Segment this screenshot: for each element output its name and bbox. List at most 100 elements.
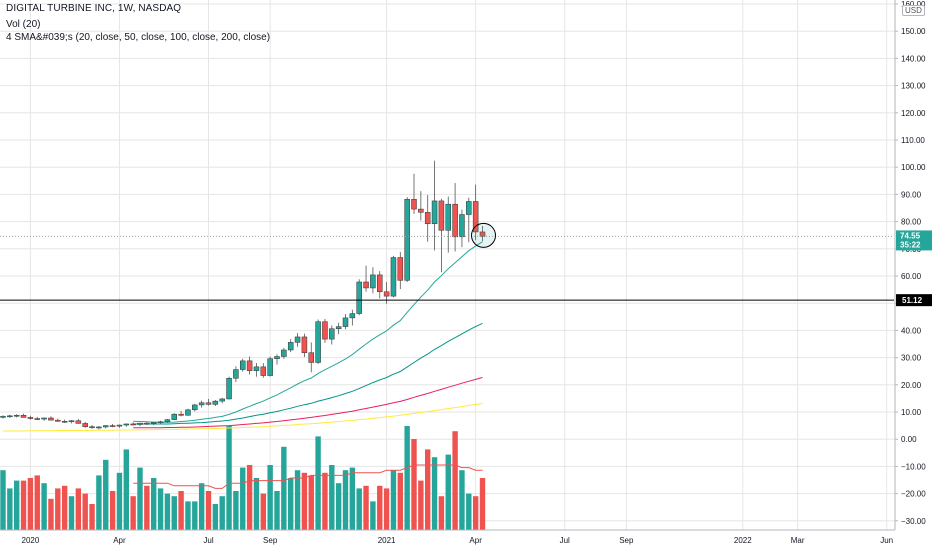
volume-bar [349,467,356,530]
candle-body [20,415,27,418]
volume-bar [205,491,212,530]
price-axis[interactable]: 160.00 150.00 140.00 130.00 120.00 110.00 100.… [894,0,932,550]
volume-bar [240,467,246,530]
candle-body [322,321,328,340]
candle-body [7,415,13,418]
volume-bar [308,475,314,530]
candle-body [164,419,171,423]
volume-bar [157,488,164,530]
x-tick-label: 2021 [378,536,396,545]
y-tick-label: 40.00 [901,326,922,335]
volume-bar [466,493,472,530]
volume-bar [479,478,486,530]
volume-bar [41,483,47,530]
candle-body [308,352,314,363]
volume-bar [212,504,219,530]
volume-bar [390,470,397,530]
candle-body [55,419,61,422]
y-tick-label: 0.00 [901,435,917,444]
y-tick-label: −20.00 [901,490,926,499]
volume-bar [438,496,445,530]
volume-bar [397,472,403,530]
volume-bar [164,493,171,530]
candle-body [459,214,465,238]
candle-body [342,317,349,327]
candle-body [452,203,458,238]
y-tick-label: 60.00 [901,272,922,281]
highlight-circle [471,222,496,248]
y-tick-label: 100.00 [901,163,926,172]
volume-bar [260,493,266,530]
candle-body [34,418,40,420]
price-axis-bg [895,0,932,550]
candle-body [246,360,253,371]
countdown-label: 35:22 [900,240,921,249]
volume-bar [82,493,88,530]
candle-body [274,356,280,359]
y-tick-label: 140.00 [901,54,926,63]
y-tick-label: 110.00 [901,136,925,145]
x-tick-label: Apr [469,536,482,545]
x-tick-label: Jul [560,536,570,545]
candle-body [41,417,47,420]
volume-bar [116,472,123,530]
sma20-line [133,241,483,423]
currency-badge[interactable]: USD [902,5,925,16]
volume-bar [48,498,54,530]
candle-body [438,200,445,231]
volume-bar [267,465,273,530]
sma-legend[interactable]: 4 SMA&#039;s (20, close, 50, close, 100,… [6,32,271,43]
volume-bar [301,472,308,530]
volume-bar [356,488,362,530]
volume-bar [137,467,143,530]
volume-bar [198,483,205,530]
candle-body [233,369,239,379]
volume-bar [68,496,75,530]
candle-body [212,400,219,405]
volume-bar [109,491,116,530]
candle-body [383,291,390,297]
candle-body [96,426,102,429]
candle-body [205,402,212,405]
candle-body [472,201,479,233]
y-tick-label: 130.00 [901,82,926,91]
volume-bar [425,449,431,530]
candle-body [315,321,321,363]
volume-bar [253,478,260,530]
current-price-tag [896,230,932,251]
candle-body [377,274,383,293]
candle-body [329,328,335,340]
volume-bar [185,501,191,530]
time-axis[interactable]: 2020 Apr Jul Sep 2021 Apr Jul Sep 2022 Mar Jun [0,529,895,545]
candle-body [103,425,109,428]
y-tick-label: 160.00 [901,0,926,9]
candle-body [253,366,260,371]
candle-body [185,409,191,416]
candle-body [226,378,232,400]
x-tick-label: Jun [880,536,893,545]
current-price-label: 74.55 [900,231,921,240]
candle-body [75,420,82,424]
candle-body [411,199,417,210]
volume-bar [20,480,27,530]
candle-body [390,257,397,297]
volume-bar [219,496,225,530]
volume-bar [322,472,328,530]
volume-bar [335,483,342,530]
candlesticks [0,160,486,430]
volume-legend[interactable]: Vol (20) [6,19,41,30]
candle-body [424,212,431,225]
candle-body [137,422,143,425]
grid [0,0,894,530]
volume-bar [144,485,150,530]
volume-bar [342,470,349,530]
symbol-legend[interactable]: DIGITAL TURBINE INC, 1W, NASDAQ [6,3,182,14]
x-tick-label: Jul [203,536,213,545]
candle-body [431,200,438,225]
candle-body [82,423,88,427]
volume-bar [34,475,40,530]
candle-body [116,424,123,427]
candle-body [260,366,267,376]
